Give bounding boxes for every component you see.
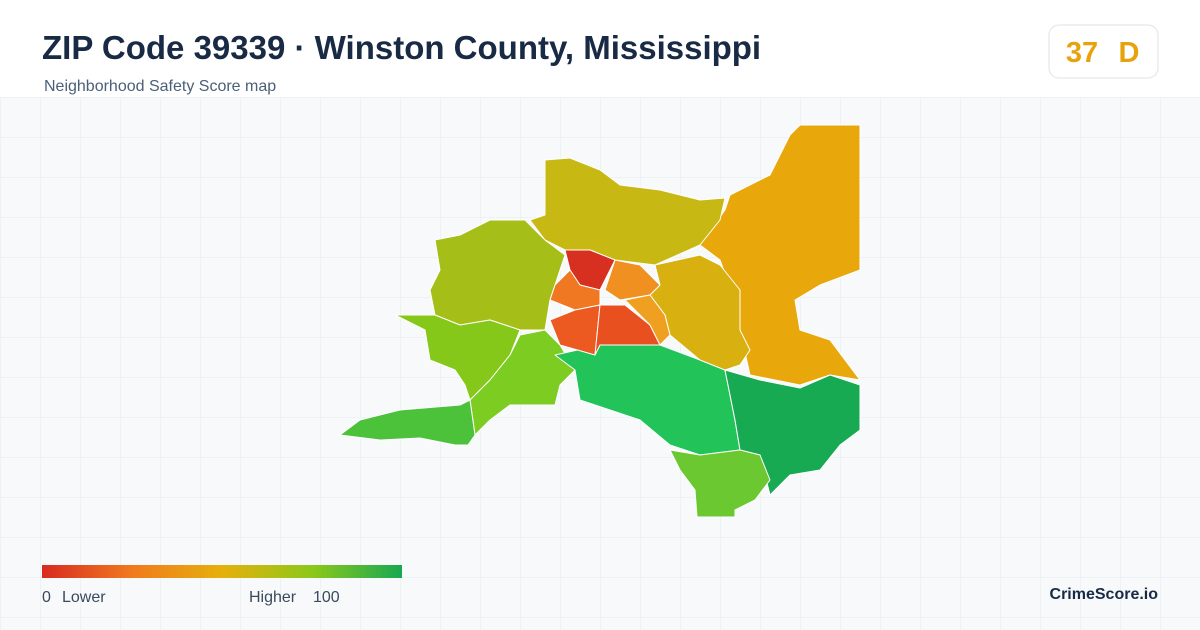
legend-gradient	[42, 565, 402, 578]
subtitle: Neighborhood Safety Score map	[44, 78, 276, 95]
brand: CrimeScore.io	[1050, 586, 1159, 603]
score-grade: D	[1119, 37, 1140, 69]
legend-max: 100	[313, 589, 340, 606]
legend-min: 0	[42, 589, 51, 606]
score-badge	[1048, 24, 1159, 79]
map-regions	[339, 124, 861, 518]
title: ZIP Code 39339 · Winston County, Mississ…	[42, 29, 761, 66]
legend-min-label: Lower	[62, 589, 106, 606]
header-background	[0, 0, 1200, 97]
score-value: 37	[1066, 37, 1098, 69]
legend-max-label: Higher	[249, 589, 297, 606]
